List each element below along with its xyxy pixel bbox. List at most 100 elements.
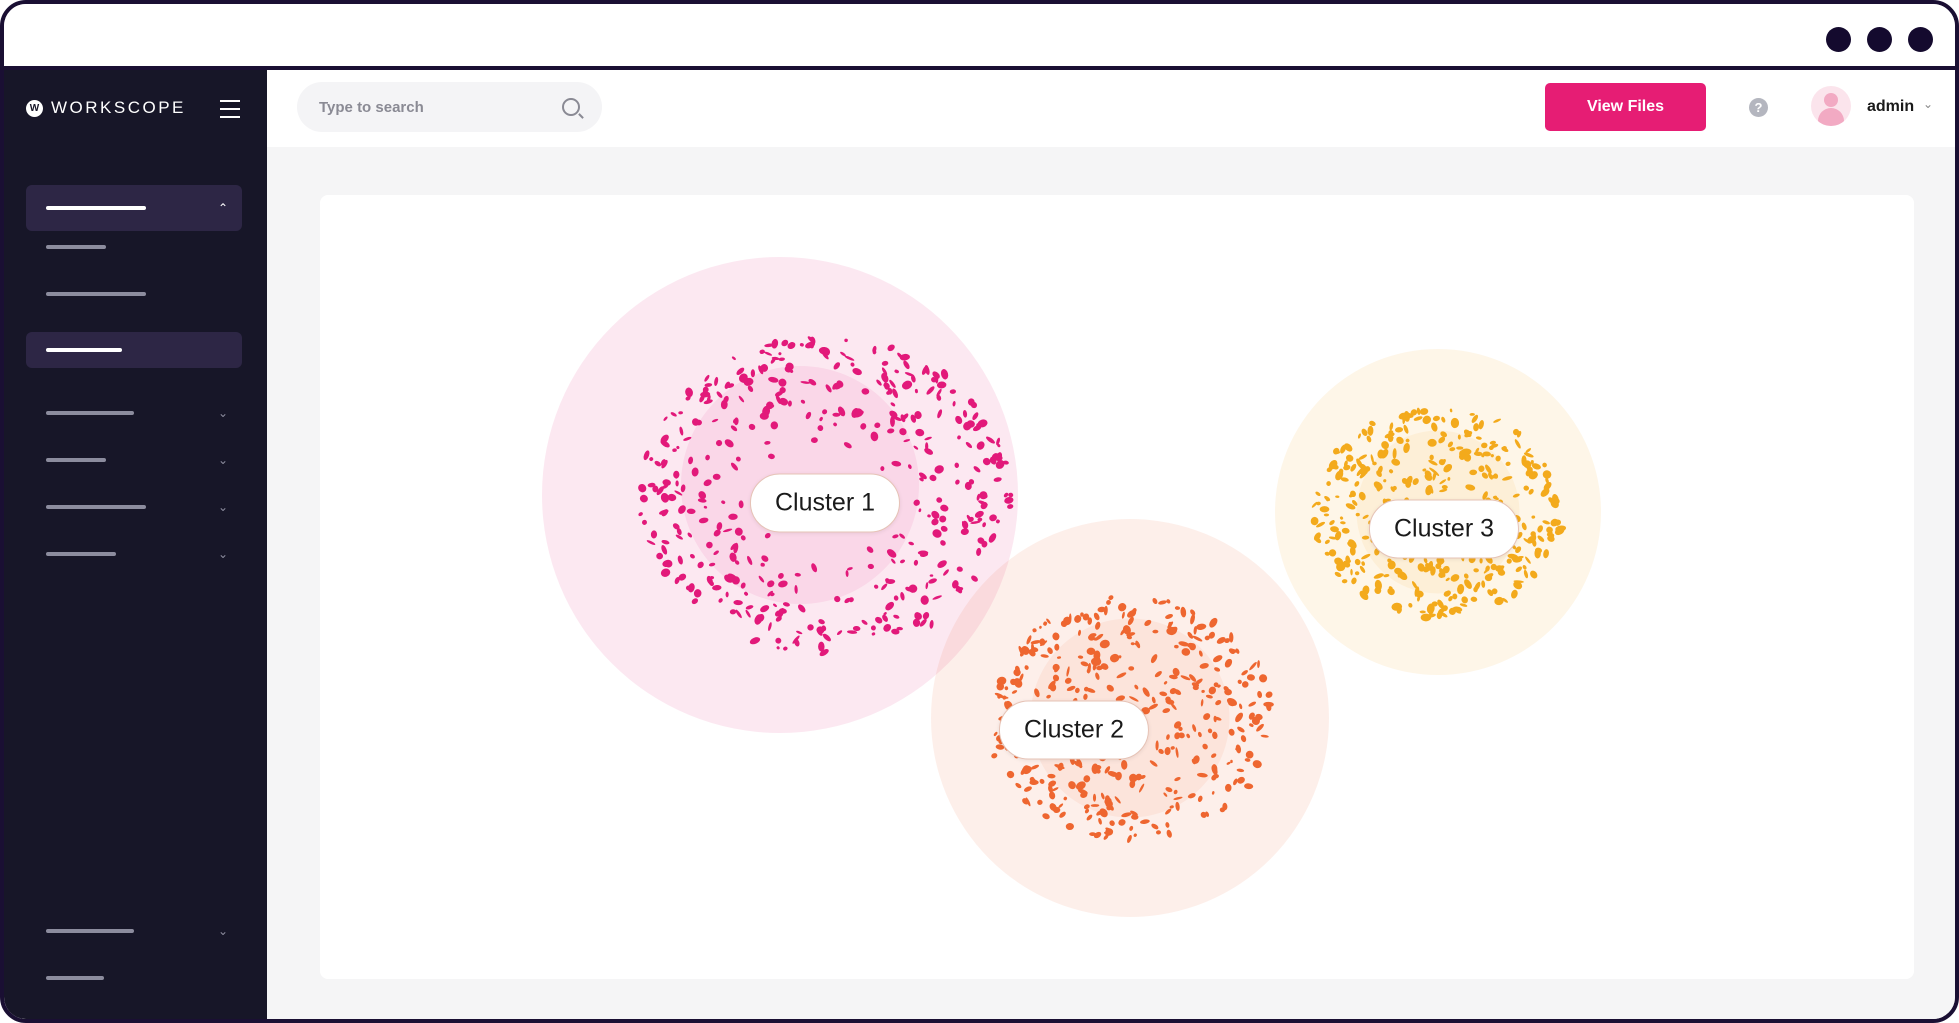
cluster-2-point xyxy=(1093,612,1100,621)
user-avatar[interactable] xyxy=(1811,86,1851,126)
sidebar-group-5[interactable]: ⌄ xyxy=(26,539,242,569)
cluster-3-point xyxy=(1471,414,1479,423)
window-control-dot[interactable] xyxy=(1826,27,1851,52)
cluster-3-point xyxy=(1341,579,1348,584)
cluster-3-point xyxy=(1356,458,1363,469)
sidebar-subitem-2[interactable] xyxy=(26,279,242,309)
search-icon[interactable] xyxy=(562,98,580,116)
cluster-2-point xyxy=(1060,620,1068,628)
cluster-2-point xyxy=(1213,716,1222,721)
cluster-1-point xyxy=(783,646,788,651)
cluster-1-point xyxy=(908,584,918,593)
cluster-1-point xyxy=(896,626,903,631)
cluster-1-point xyxy=(712,473,721,480)
sidebar-subitem-1[interactable] xyxy=(26,232,242,262)
cluster-2-point xyxy=(1208,686,1216,695)
cluster-2-point xyxy=(1212,773,1219,779)
cluster-3-point xyxy=(1512,493,1520,498)
cluster-3-point xyxy=(1478,420,1484,430)
cluster-2-point xyxy=(1169,626,1178,636)
cluster-1-point xyxy=(840,351,846,357)
view-files-button[interactable]: View Files xyxy=(1545,83,1706,131)
cluster-3-point xyxy=(1359,565,1366,573)
cluster-2-point xyxy=(1192,635,1203,642)
cluster-1-point xyxy=(740,582,746,589)
cluster-1-point xyxy=(852,368,862,376)
chevron-down-icon[interactable]: ⌄ xyxy=(1923,97,1934,111)
cluster-2-point xyxy=(1056,656,1062,659)
brand-logo[interactable]: W WORKSCOPE xyxy=(26,98,186,118)
cluster-1-point xyxy=(704,383,713,387)
cluster-2-point xyxy=(1115,695,1126,702)
cluster-3-point xyxy=(1335,470,1344,481)
window-control-dot[interactable] xyxy=(1908,27,1933,52)
sidebar-bottom-group[interactable]: ⌄ xyxy=(26,916,242,946)
cluster-3-point xyxy=(1461,448,1472,455)
cluster-1-point xyxy=(750,369,756,378)
sidebar-group-3[interactable]: ⌄ xyxy=(26,445,242,475)
cluster-1-point xyxy=(708,562,716,567)
cluster-3-point xyxy=(1392,485,1397,491)
cluster-3-point xyxy=(1358,454,1368,460)
cluster-3-point xyxy=(1351,577,1357,585)
main-content: Cluster 1 Cluster 2 Cluster 3 xyxy=(267,147,1955,1019)
cluster-3-point xyxy=(1490,443,1499,448)
cluster-2-point xyxy=(1195,623,1207,630)
cluster-1-point xyxy=(660,459,666,466)
cluster-1-point xyxy=(900,592,905,601)
chevron-down-icon: ⌄ xyxy=(217,500,229,514)
cluster-2-point xyxy=(1023,786,1032,792)
cluster-2-point xyxy=(1260,734,1269,738)
sidebar-group-1[interactable]: ⌃ xyxy=(26,185,242,231)
cluster-2-point xyxy=(1114,796,1121,804)
cluster-3-point xyxy=(1469,413,1475,416)
cluster-1-point xyxy=(758,365,764,375)
sidebar-group-4[interactable]: ⌄ xyxy=(26,492,242,522)
cluster-3-point xyxy=(1439,488,1448,493)
cluster-3-point xyxy=(1432,470,1437,481)
cluster-3-point xyxy=(1438,459,1446,466)
cluster-1-label[interactable]: Cluster 1 xyxy=(749,473,901,533)
cluster-1-point xyxy=(689,553,695,559)
cluster-2-point xyxy=(1174,732,1181,740)
cluster-1-point xyxy=(904,372,915,377)
cluster-1-point xyxy=(680,484,686,493)
cluster-1-point xyxy=(952,401,956,407)
cluster-2-point xyxy=(1244,758,1251,762)
window-control-dot[interactable] xyxy=(1867,27,1892,52)
cluster-1-point xyxy=(890,402,896,407)
cluster-1-point xyxy=(837,406,846,417)
cluster-2-point xyxy=(1076,757,1083,767)
cluster-2-point xyxy=(1052,632,1060,641)
cluster-1-point xyxy=(908,541,915,546)
cluster-2-label[interactable]: Cluster 2 xyxy=(998,700,1150,760)
cluster-3-point xyxy=(1387,587,1395,596)
cluster-1-point xyxy=(663,416,668,421)
help-icon[interactable]: ? xyxy=(1749,98,1768,117)
cluster-2-point xyxy=(1109,820,1115,826)
user-name[interactable]: admin xyxy=(1867,98,1915,115)
cluster-2-point xyxy=(1096,665,1103,671)
cluster-1-point xyxy=(661,545,668,555)
cluster-1-point xyxy=(702,386,709,393)
hamburger-menu-icon[interactable] xyxy=(220,100,240,118)
cluster-3-point xyxy=(1349,546,1356,556)
cluster-1-point xyxy=(836,630,843,635)
sidebar-subitem-3-active[interactable] xyxy=(26,332,242,368)
cluster-2-point xyxy=(1152,597,1158,605)
cluster-1-point xyxy=(960,528,969,535)
cluster-1-point xyxy=(980,502,988,510)
cluster-1-point xyxy=(870,431,879,442)
cluster-1-point xyxy=(811,563,818,573)
cluster-2-point xyxy=(1048,780,1057,787)
cluster-2-point xyxy=(1255,713,1263,721)
sidebar-group-2[interactable]: ⌄ xyxy=(26,398,242,428)
search-input[interactable]: Type to search xyxy=(297,82,602,132)
cluster-3-point xyxy=(1424,470,1432,478)
sidebar-bottom-item[interactable] xyxy=(26,963,242,993)
cluster-1-point xyxy=(925,582,929,590)
cluster-3-label[interactable]: Cluster 3 xyxy=(1368,499,1520,559)
cluster-2-point xyxy=(1237,726,1245,733)
cluster-2-point xyxy=(1226,761,1231,765)
cluster-1-point xyxy=(733,600,743,606)
